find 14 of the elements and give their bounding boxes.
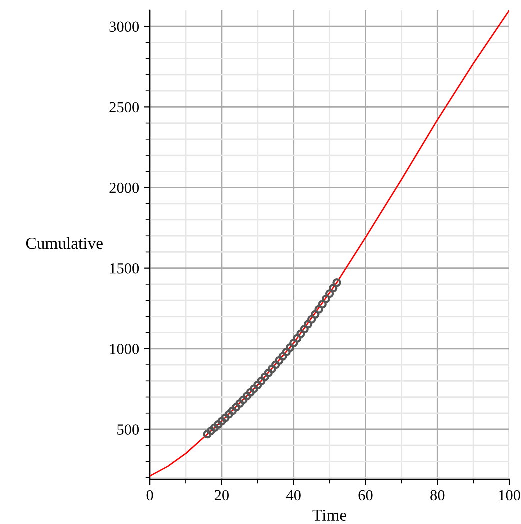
y-tick-label: 500 — [118, 424, 140, 435]
x-tick-label: 20 — [214, 490, 229, 501]
x-tick-label: 60 — [358, 490, 373, 501]
x-tick-label: 40 — [286, 490, 301, 501]
y-tick-label: 2500 — [110, 102, 140, 113]
y-tick-label: 1500 — [110, 263, 140, 274]
x-axis-title: Time — [312, 510, 347, 522]
y-tick-label: 1000 — [110, 344, 140, 354]
x-tick-label: 80 — [430, 490, 445, 501]
y-tick-label: 2000 — [110, 182, 140, 194]
x-tick-label: 100 — [499, 490, 520, 501]
x-tick-label: 0 — [146, 490, 154, 501]
y-axis-title: Cumulative — [26, 237, 103, 250]
y-tick-label: 3000 — [110, 22, 140, 32]
